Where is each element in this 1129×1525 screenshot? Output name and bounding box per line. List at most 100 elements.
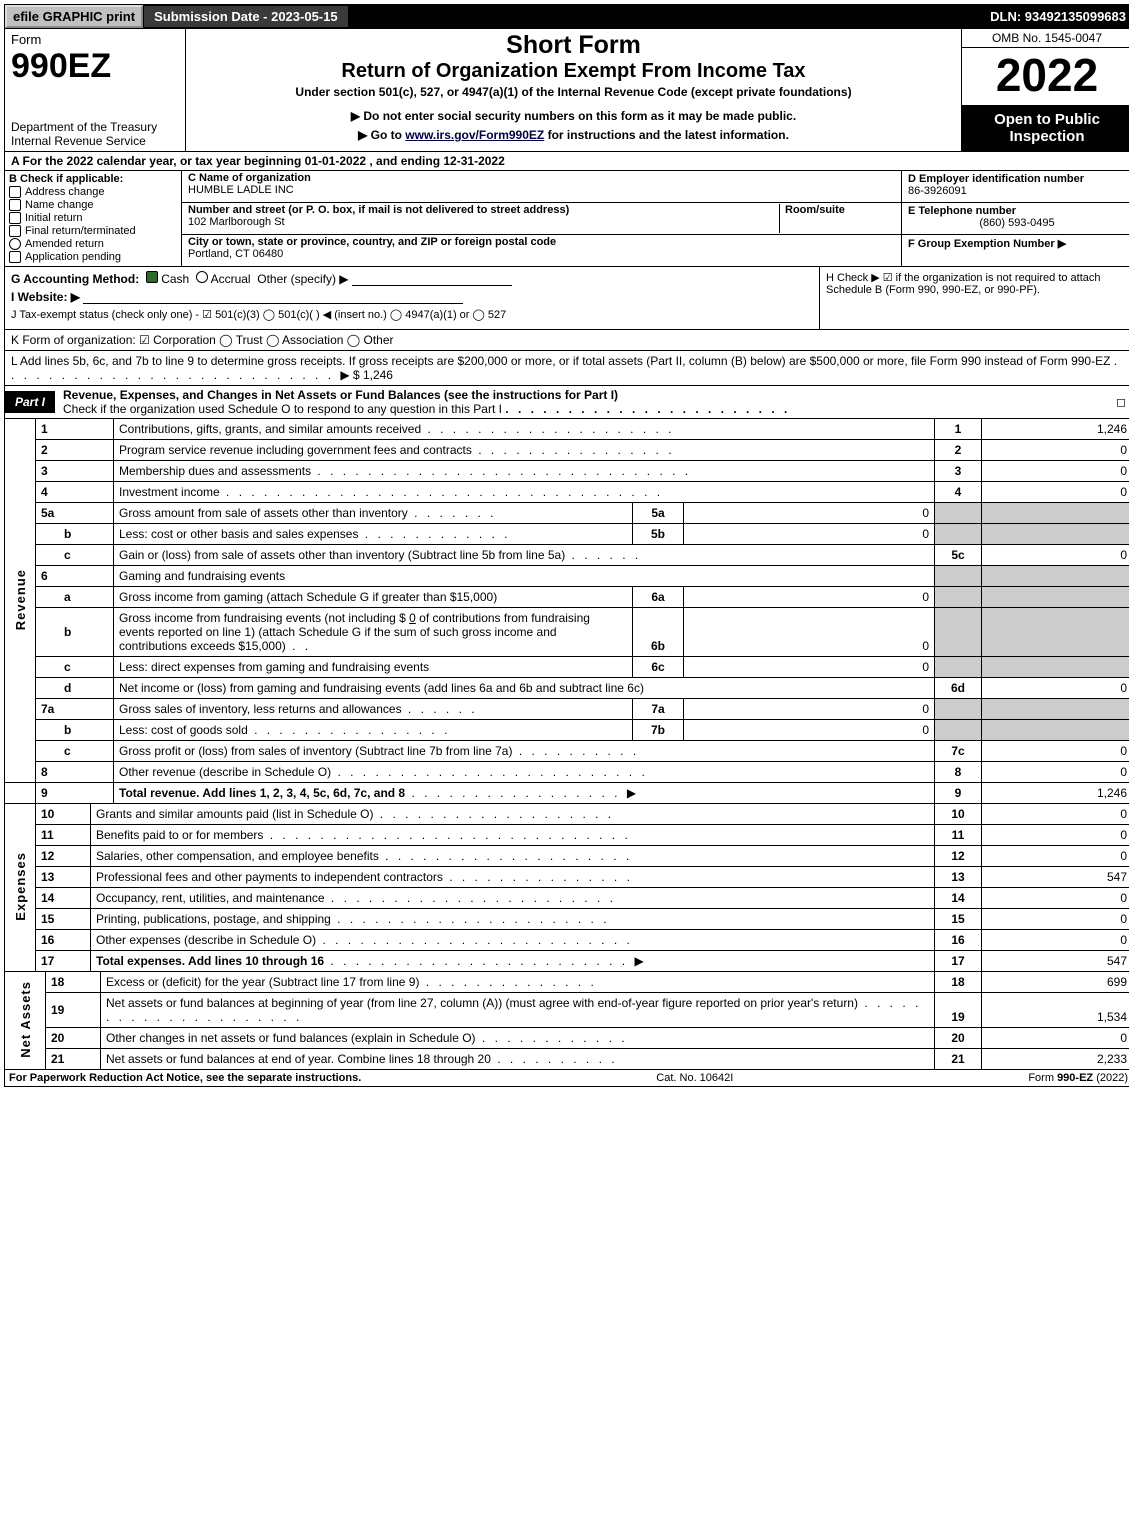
line-desc: Other changes in net assets or fund bala… — [106, 1031, 476, 1045]
e-label: E Telephone number — [908, 205, 1016, 217]
line-no: 18 — [46, 972, 101, 993]
form-label: Form — [11, 32, 179, 47]
check-final-return[interactable] — [9, 225, 21, 237]
b-label: B Check if applicable: — [9, 173, 123, 185]
sub-val: 0 — [684, 587, 935, 608]
part1-header: Part I Revenue, Expenses, and Changes in… — [4, 386, 1129, 419]
line-desc: Salaries, other compensation, and employ… — [96, 849, 379, 863]
line-desc: Less: cost of goods sold — [119, 723, 248, 737]
line-no: 7a — [36, 699, 114, 720]
form-number: 990EZ — [11, 47, 179, 86]
col-no: 13 — [935, 867, 982, 888]
irs-link[interactable]: www.irs.gov/Form990EZ — [405, 128, 544, 142]
ein: 86-3926091 — [908, 185, 967, 197]
col-val: 0 — [982, 440, 1129, 461]
line-desc: Contributions, gifts, grants, and simila… — [119, 422, 421, 436]
shaded-cell — [935, 503, 982, 524]
col-no: 18 — [935, 972, 982, 993]
bullet2-post: for instructions and the latest informat… — [544, 128, 789, 142]
city-label: City or town, state or province, country… — [188, 236, 556, 248]
line-no: b — [36, 720, 114, 741]
sub-val: 0 — [684, 657, 935, 678]
line-no: c — [36, 741, 114, 762]
line-desc: Less: cost or other basis and sales expe… — [119, 527, 358, 541]
check-initial-return[interactable] — [9, 212, 21, 224]
shaded-cell — [982, 608, 1129, 657]
org-street: 102 Marlborough St — [188, 216, 285, 228]
line-desc: Other revenue (describe in Schedule O) — [119, 765, 331, 779]
other-specify-input[interactable] — [352, 273, 512, 286]
f-label: F Group Exemption Number ▶ — [908, 238, 1066, 250]
check-accrual[interactable] — [196, 271, 208, 283]
submission-date: Submission Date - 2023-05-15 — [143, 6, 349, 27]
line-no: 16 — [36, 930, 91, 951]
check-amended-return[interactable] — [9, 238, 21, 250]
check-address-change[interactable] — [9, 186, 21, 198]
col-val: 0 — [982, 846, 1129, 867]
col-val: 2,233 — [982, 1049, 1129, 1070]
shaded-cell — [935, 608, 982, 657]
header-left: Form 990EZ Department of the Treasury In… — [5, 29, 186, 151]
i-label: I Website: ▶ — [11, 290, 83, 304]
col-val: 547 — [982, 951, 1129, 972]
col-val: 1,534 — [982, 993, 1129, 1028]
part1-check[interactable]: ◻ — [1116, 395, 1129, 409]
l-amount: ▶ $ 1,246 — [340, 368, 393, 382]
line-desc: Net assets or fund balances at end of ye… — [106, 1052, 491, 1066]
col-no: 21 — [935, 1049, 982, 1070]
col-val: 0 — [982, 930, 1129, 951]
line-desc: Excess or (deficit) for the year (Subtra… — [106, 975, 419, 989]
section-a-calendar: A For the 2022 calendar year, or tax yea… — [4, 152, 1129, 171]
header-center: Short Form Return of Organization Exempt… — [186, 29, 961, 151]
line-desc: Gross profit or (loss) from sales of inv… — [119, 744, 512, 758]
line-desc: Net income or (loss) from gaming and fun… — [119, 681, 644, 695]
sub-no: 5a — [633, 503, 684, 524]
line-desc: Grants and similar amounts paid (list in… — [96, 807, 373, 821]
section-c: C Name of organization HUMBLE LADLE INC … — [182, 171, 901, 266]
line-desc: Gaming and fundraising events — [119, 569, 285, 583]
footer-center: Cat. No. 10642I — [656, 1072, 733, 1084]
g-cash: Cash — [161, 272, 189, 286]
page-footer: For Paperwork Reduction Act Notice, see … — [4, 1070, 1129, 1087]
shaded-cell — [982, 657, 1129, 678]
check-application-pending[interactable] — [9, 251, 21, 263]
line-no: 14 — [36, 888, 91, 909]
line-no: 12 — [36, 846, 91, 867]
check-cash[interactable] — [146, 271, 158, 283]
line-no: b — [36, 524, 114, 545]
col-val: 1,246 — [982, 419, 1129, 440]
shaded-cell — [935, 720, 982, 741]
line-desc: Total revenue. Add lines 1, 2, 3, 4, 5c,… — [119, 786, 405, 800]
shaded-cell — [982, 587, 1129, 608]
b-amended: Amended return — [25, 238, 104, 250]
b-pending: Application pending — [25, 251, 121, 263]
col-val: 0 — [982, 461, 1129, 482]
efile-print-button[interactable]: efile GRAPHIC print — [5, 5, 143, 28]
line-no: 20 — [46, 1028, 101, 1049]
sidebar-net-assets: Net Assets — [5, 972, 46, 1070]
shaded-cell — [935, 657, 982, 678]
sub-no: 6b — [633, 608, 684, 657]
line-desc: Professional fees and other payments to … — [96, 870, 443, 884]
header-right: OMB No. 1545-0047 2022 Open to Public In… — [961, 29, 1129, 151]
col-val: 0 — [982, 678, 1129, 699]
col-no: 15 — [935, 909, 982, 930]
col-no: 11 — [935, 825, 982, 846]
line-no: 2 — [36, 440, 114, 461]
line-desc: Gross sales of inventory, less returns a… — [119, 702, 402, 716]
check-name-change[interactable] — [9, 199, 21, 211]
website-input[interactable] — [83, 291, 463, 304]
line-desc: Net assets or fund balances at beginning… — [106, 996, 858, 1010]
col-val: 0 — [982, 825, 1129, 846]
sub-val: 0 — [684, 720, 935, 741]
form-header: Form 990EZ Department of the Treasury In… — [4, 29, 1129, 152]
open-public: Open to Public Inspection — [962, 105, 1129, 151]
sub-no: 6c — [633, 657, 684, 678]
part1-tag: Part I — [5, 391, 55, 413]
col-val: 0 — [982, 804, 1129, 825]
col-no: 3 — [935, 461, 982, 482]
col-no: 2 — [935, 440, 982, 461]
part1-expenses-table: Expenses 10 Grants and similar amounts p… — [4, 804, 1129, 972]
col-val: 0 — [982, 545, 1129, 566]
b-name: Name change — [25, 199, 94, 211]
